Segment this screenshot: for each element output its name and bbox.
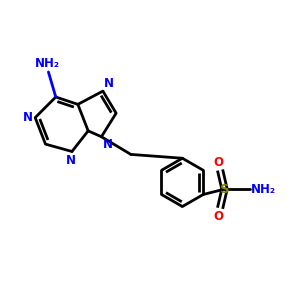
Text: N: N bbox=[103, 138, 113, 151]
Text: O: O bbox=[214, 210, 224, 223]
Text: NH₂: NH₂ bbox=[251, 183, 276, 196]
Text: N: N bbox=[104, 76, 114, 90]
Text: NH₂: NH₂ bbox=[34, 58, 59, 70]
Text: S: S bbox=[220, 183, 229, 196]
Text: N: N bbox=[23, 110, 33, 124]
Text: O: O bbox=[214, 155, 224, 169]
Text: N: N bbox=[65, 154, 76, 167]
